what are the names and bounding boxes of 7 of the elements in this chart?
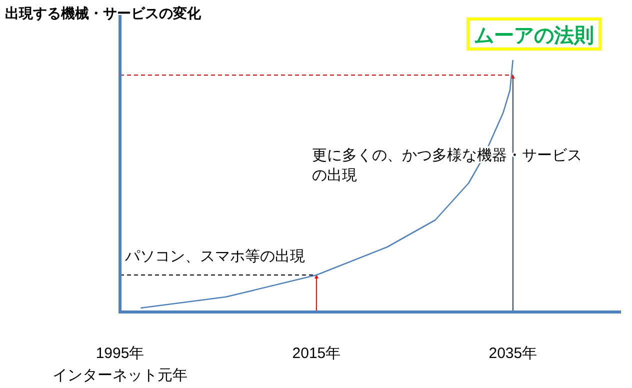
annotation: パソコン、スマホ等の出現 — [124, 248, 305, 265]
text: インターネット元年 — [52, 367, 188, 384]
x-tick-label: 1995年 — [96, 345, 144, 362]
chart-title: ムーアの法則 — [474, 25, 594, 47]
y-axis-title: 出現する機械・サービスの変化 — [5, 5, 202, 21]
x-tick-label: 2015年 — [292, 345, 341, 362]
x-tick-label: 2035年 — [488, 345, 538, 362]
